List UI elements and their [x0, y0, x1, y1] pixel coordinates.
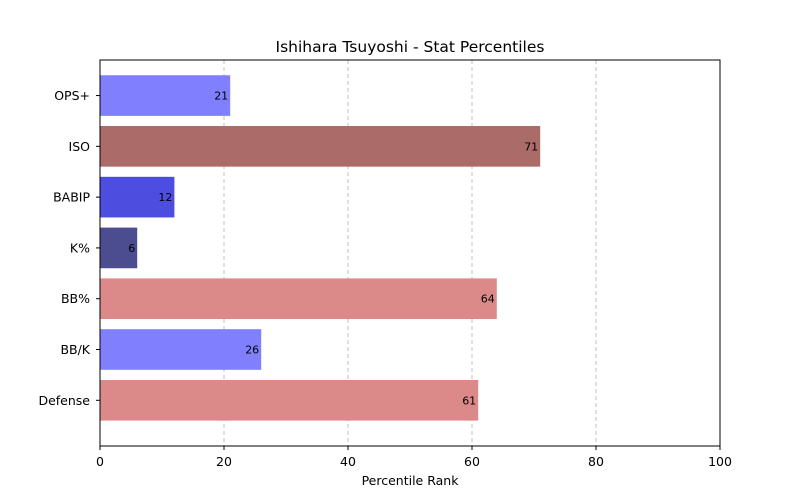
y-tick-label: ISO — [69, 139, 91, 154]
plot-frame — [99, 59, 721, 447]
x-axis-label: Percentile Rank — [362, 473, 460, 488]
bar — [100, 126, 541, 167]
bar-value-label: 12 — [158, 191, 172, 204]
bar-value-label: 6 — [128, 242, 135, 255]
x-tick-label: 60 — [464, 454, 480, 469]
bar — [100, 227, 138, 269]
bar-value-label: 71 — [524, 140, 538, 153]
x-tick-label: 100 — [708, 454, 732, 469]
y-tick-label: OPS+ — [54, 88, 90, 103]
x-tick-label: 40 — [340, 454, 356, 469]
y-tick-label: BABIP — [53, 190, 90, 205]
bar — [100, 329, 262, 370]
y-axis: OPS+ ISO BABIP K% BB% BB/K Defense — [38, 88, 100, 408]
y-tick-label: Defense — [38, 393, 90, 408]
bar-value-label: 64 — [481, 293, 495, 306]
bar-value-label: 26 — [245, 344, 259, 357]
grid-lines — [223, 60, 597, 446]
bar — [100, 379, 479, 421]
y-tick-label: BB% — [61, 291, 90, 306]
bar — [100, 278, 497, 320]
x-tick-label: 20 — [216, 454, 232, 469]
x-tick-label: 80 — [588, 454, 604, 469]
x-tick-label: 0 — [96, 454, 104, 469]
bar-value-label: 61 — [462, 394, 476, 407]
bar-value-label: 21 — [214, 90, 228, 103]
bar — [100, 75, 231, 116]
y-tick-label: BB/K — [60, 342, 90, 357]
chart-title: Ishihara Tsuyoshi - Stat Percentiles — [276, 38, 545, 56]
bars: 21 71 12 6 64 26 61 — [100, 75, 541, 421]
y-tick-label: K% — [70, 240, 90, 255]
bar — [100, 176, 175, 218]
x-axis: 0 20 40 60 80 100 — [96, 446, 732, 469]
